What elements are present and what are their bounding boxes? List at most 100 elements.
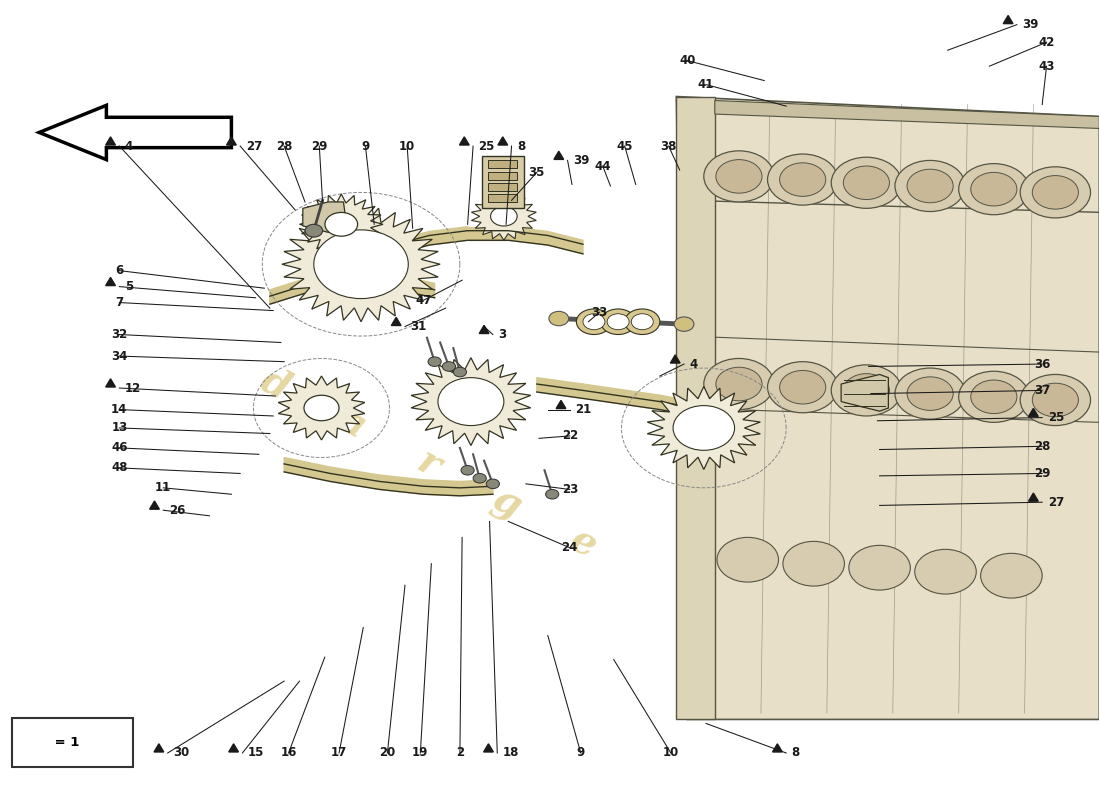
Text: d: d — [254, 361, 296, 407]
Polygon shape — [396, 231, 429, 254]
Bar — [488, 194, 517, 202]
Circle shape — [549, 311, 569, 326]
Polygon shape — [647, 386, 760, 470]
Text: 22: 22 — [562, 430, 578, 442]
Circle shape — [832, 158, 902, 208]
Circle shape — [895, 368, 966, 419]
Circle shape — [1020, 167, 1090, 218]
Polygon shape — [548, 231, 583, 254]
Circle shape — [716, 160, 762, 193]
Circle shape — [1032, 175, 1078, 209]
Circle shape — [453, 367, 466, 377]
Text: 9: 9 — [576, 746, 585, 759]
Polygon shape — [842, 374, 889, 411]
Circle shape — [576, 309, 612, 334]
Text: 46: 46 — [111, 442, 128, 454]
Circle shape — [314, 230, 408, 298]
Circle shape — [895, 161, 966, 211]
Polygon shape — [229, 744, 239, 752]
Text: 47: 47 — [416, 294, 432, 306]
FancyBboxPatch shape — [482, 157, 524, 208]
Polygon shape — [398, 275, 434, 298]
Polygon shape — [1003, 15, 1013, 24]
Polygon shape — [670, 355, 680, 363]
Circle shape — [631, 314, 653, 330]
Polygon shape — [429, 226, 468, 245]
Text: 7: 7 — [116, 296, 123, 309]
Circle shape — [473, 474, 486, 483]
Circle shape — [305, 224, 322, 237]
Text: 9: 9 — [361, 139, 370, 153]
Circle shape — [1032, 383, 1078, 417]
Polygon shape — [270, 278, 308, 304]
Circle shape — [681, 412, 726, 444]
Polygon shape — [498, 137, 507, 145]
Circle shape — [716, 367, 762, 401]
Circle shape — [915, 550, 977, 594]
FancyBboxPatch shape — [12, 718, 132, 767]
Text: 3: 3 — [498, 328, 506, 341]
Circle shape — [832, 365, 902, 416]
Text: 10: 10 — [662, 746, 679, 759]
Text: 28: 28 — [1034, 440, 1050, 453]
Circle shape — [583, 314, 605, 330]
Text: 48: 48 — [111, 462, 128, 474]
Circle shape — [428, 357, 441, 366]
Circle shape — [304, 395, 339, 421]
Circle shape — [959, 371, 1028, 422]
Text: 33: 33 — [592, 306, 607, 318]
Bar — [488, 171, 517, 179]
Polygon shape — [583, 384, 621, 404]
Polygon shape — [1028, 493, 1038, 501]
Polygon shape — [227, 137, 236, 145]
Polygon shape — [537, 378, 583, 398]
Circle shape — [486, 479, 499, 489]
Polygon shape — [508, 226, 548, 245]
Text: 12: 12 — [124, 382, 141, 394]
Text: g: g — [485, 481, 527, 527]
Text: 2: 2 — [455, 746, 464, 759]
Polygon shape — [1028, 409, 1038, 417]
Circle shape — [704, 358, 774, 410]
Polygon shape — [715, 101, 1099, 129]
Text: 43: 43 — [1038, 60, 1055, 73]
Circle shape — [717, 538, 779, 582]
Polygon shape — [299, 194, 383, 254]
Text: e: e — [563, 521, 603, 566]
Circle shape — [438, 378, 504, 426]
Circle shape — [625, 309, 660, 334]
Text: 25: 25 — [478, 139, 495, 153]
Circle shape — [324, 213, 358, 236]
Polygon shape — [472, 192, 537, 240]
Polygon shape — [106, 137, 116, 145]
Text: r: r — [411, 442, 447, 486]
Circle shape — [328, 240, 394, 288]
Polygon shape — [484, 744, 493, 752]
Polygon shape — [352, 272, 398, 290]
Polygon shape — [468, 226, 508, 240]
Text: 11: 11 — [155, 482, 172, 494]
Text: 25: 25 — [1047, 411, 1064, 424]
Polygon shape — [106, 278, 116, 286]
Polygon shape — [106, 379, 116, 387]
Polygon shape — [392, 318, 402, 326]
Text: 38: 38 — [660, 139, 676, 153]
Bar — [488, 161, 517, 169]
Text: 28: 28 — [276, 139, 293, 153]
Polygon shape — [411, 358, 530, 446]
Circle shape — [491, 206, 517, 226]
Circle shape — [780, 370, 826, 404]
Text: 32: 32 — [111, 328, 128, 341]
Text: 31: 31 — [410, 320, 427, 333]
Polygon shape — [557, 401, 565, 409]
Polygon shape — [282, 206, 440, 322]
Polygon shape — [302, 202, 346, 232]
Text: 40: 40 — [679, 54, 695, 67]
Text: 4: 4 — [124, 139, 133, 153]
Polygon shape — [330, 467, 380, 490]
Circle shape — [546, 490, 559, 499]
Text: = 1: = 1 — [51, 736, 79, 749]
Polygon shape — [40, 106, 231, 160]
Text: 20: 20 — [379, 746, 396, 759]
Text: 4: 4 — [690, 358, 697, 370]
